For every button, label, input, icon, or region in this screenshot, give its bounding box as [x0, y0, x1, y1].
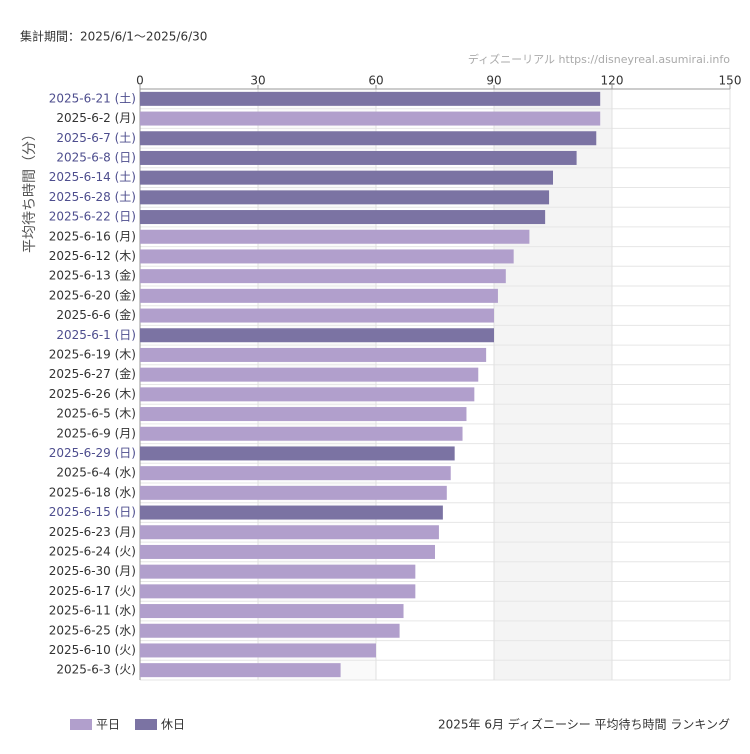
- x-tick-label: 150: [719, 74, 742, 88]
- bar: [140, 623, 400, 638]
- bar: [140, 466, 451, 481]
- legend-swatch: [135, 719, 157, 730]
- y-tick-label: 2025-6-4 (水): [56, 466, 136, 480]
- legend-label: 平日: [96, 718, 120, 732]
- y-tick-label: 2025-6-19 (木): [49, 347, 136, 361]
- bar: [140, 328, 494, 343]
- y-tick-label: 2025-6-2 (月): [56, 111, 136, 125]
- y-tick-label: 2025-6-10 (火): [49, 643, 136, 657]
- bar: [140, 347, 487, 362]
- y-tick-label: 2025-6-27 (金): [49, 366, 136, 381]
- y-tick-label: 2025-6-5 (木): [56, 407, 136, 421]
- bar: [140, 131, 597, 146]
- y-tick-label: 2025-6-3 (火): [56, 663, 136, 677]
- bar: [140, 387, 475, 402]
- y-tick-label: 2025-6-21 (土): [49, 91, 136, 105]
- bar: [140, 288, 498, 303]
- bar: [140, 663, 341, 678]
- y-tick-label: 2025-6-26 (木): [49, 387, 136, 401]
- bar: [140, 229, 530, 244]
- bar: [140, 604, 404, 619]
- bar: [140, 505, 443, 520]
- y-tick-label: 2025-6-20 (金): [49, 287, 136, 302]
- y-tick-label: 2025-6-1 (日): [56, 328, 136, 342]
- source: ディズニーリアル https://disneyreal.asumirai.inf…: [468, 52, 730, 66]
- bar: [140, 485, 447, 500]
- y-tick-label: 2025-6-17 (火): [49, 584, 136, 598]
- y-tick-label: 2025-6-23 (月): [49, 525, 136, 539]
- y-tick-label: 2025-6-30 (月): [49, 564, 136, 578]
- bar: [140, 308, 494, 323]
- bar: [140, 249, 514, 264]
- bar: [140, 170, 553, 185]
- y-tick-label: 2025-6-14 (土): [49, 170, 136, 184]
- y-tick-label: 2025-6-12 (木): [49, 249, 136, 263]
- y-tick-label: 2025-6-28 (土): [49, 190, 136, 204]
- bar: [140, 111, 601, 126]
- y-tick-label: 2025-6-11 (水): [49, 604, 136, 618]
- x-tick-label: 30: [250, 74, 265, 88]
- bar: [140, 407, 467, 422]
- y-tick-label: 2025-6-7 (土): [56, 131, 136, 145]
- y-tick-label: 2025-6-15 (日): [49, 505, 136, 519]
- bar: [140, 210, 546, 225]
- bar: [140, 564, 416, 579]
- bar: [140, 584, 416, 599]
- y-tick-label: 2025-6-8 (日): [56, 150, 136, 164]
- x-tick-label: 120: [601, 74, 624, 88]
- subtitle: 集計期間：2025/6/1〜2025/6/30: [20, 29, 207, 44]
- bar: [140, 446, 455, 461]
- legend-swatch: [70, 719, 92, 730]
- y-tick-label: 2025-6-16 (月): [49, 229, 136, 243]
- x-tick-label: 60: [368, 74, 383, 88]
- y-tick-label: 2025-6-24 (火): [49, 544, 136, 558]
- chart-title: 2025年 6月 ディズニーシー 平均待ち時間 ランキング: [438, 717, 730, 732]
- bar: [140, 367, 479, 382]
- bar: [140, 643, 376, 658]
- bar: [140, 426, 463, 441]
- y-tick-label: 2025-6-9 (月): [56, 426, 136, 440]
- y-tick-label: 2025-6-25 (水): [49, 623, 136, 637]
- y-tick-label: 2025-6-22 (日): [49, 210, 136, 224]
- legend-label: 休日: [161, 718, 185, 732]
- y-tick-label: 2025-6-13 (金): [49, 268, 136, 283]
- x-tick-label: 0: [136, 74, 144, 88]
- bar: [140, 190, 550, 205]
- y-tick-label: 2025-6-6 (金): [56, 307, 136, 322]
- y-tick-label: 2025-6-18 (水): [49, 485, 136, 499]
- bar: [140, 91, 601, 106]
- bar: [140, 150, 577, 165]
- bar: [140, 525, 439, 540]
- x-tick-label: 90: [486, 74, 501, 88]
- bar: [140, 544, 435, 559]
- y-tick-label: 2025-6-29 (日): [49, 446, 136, 460]
- bar: [140, 269, 506, 284]
- y-axis-title: 平均待ち時間（分）: [22, 127, 38, 253]
